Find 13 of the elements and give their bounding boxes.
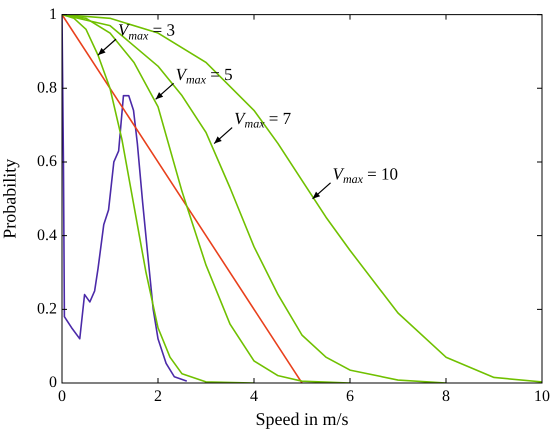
y-tick-label: 0.2 <box>37 300 57 318</box>
y-tick-label: 1 <box>49 6 57 23</box>
x-axis-title: Speed in m/s <box>256 408 348 429</box>
x-tick-label: 8 <box>442 388 450 405</box>
x-tick-label: 10 <box>534 388 550 405</box>
x-tick-label: 4 <box>250 388 258 405</box>
x-tick-label: 2 <box>154 388 162 405</box>
y-axis-title: Probability <box>0 158 20 239</box>
y-tick-label: 0.8 <box>37 79 57 96</box>
x-tick-label: 6 <box>346 388 354 405</box>
y-tick-label: 0 <box>49 374 57 392</box>
y-tick-label: 0.6 <box>37 153 57 170</box>
y-tick-label: 0.4 <box>37 226 57 244</box>
